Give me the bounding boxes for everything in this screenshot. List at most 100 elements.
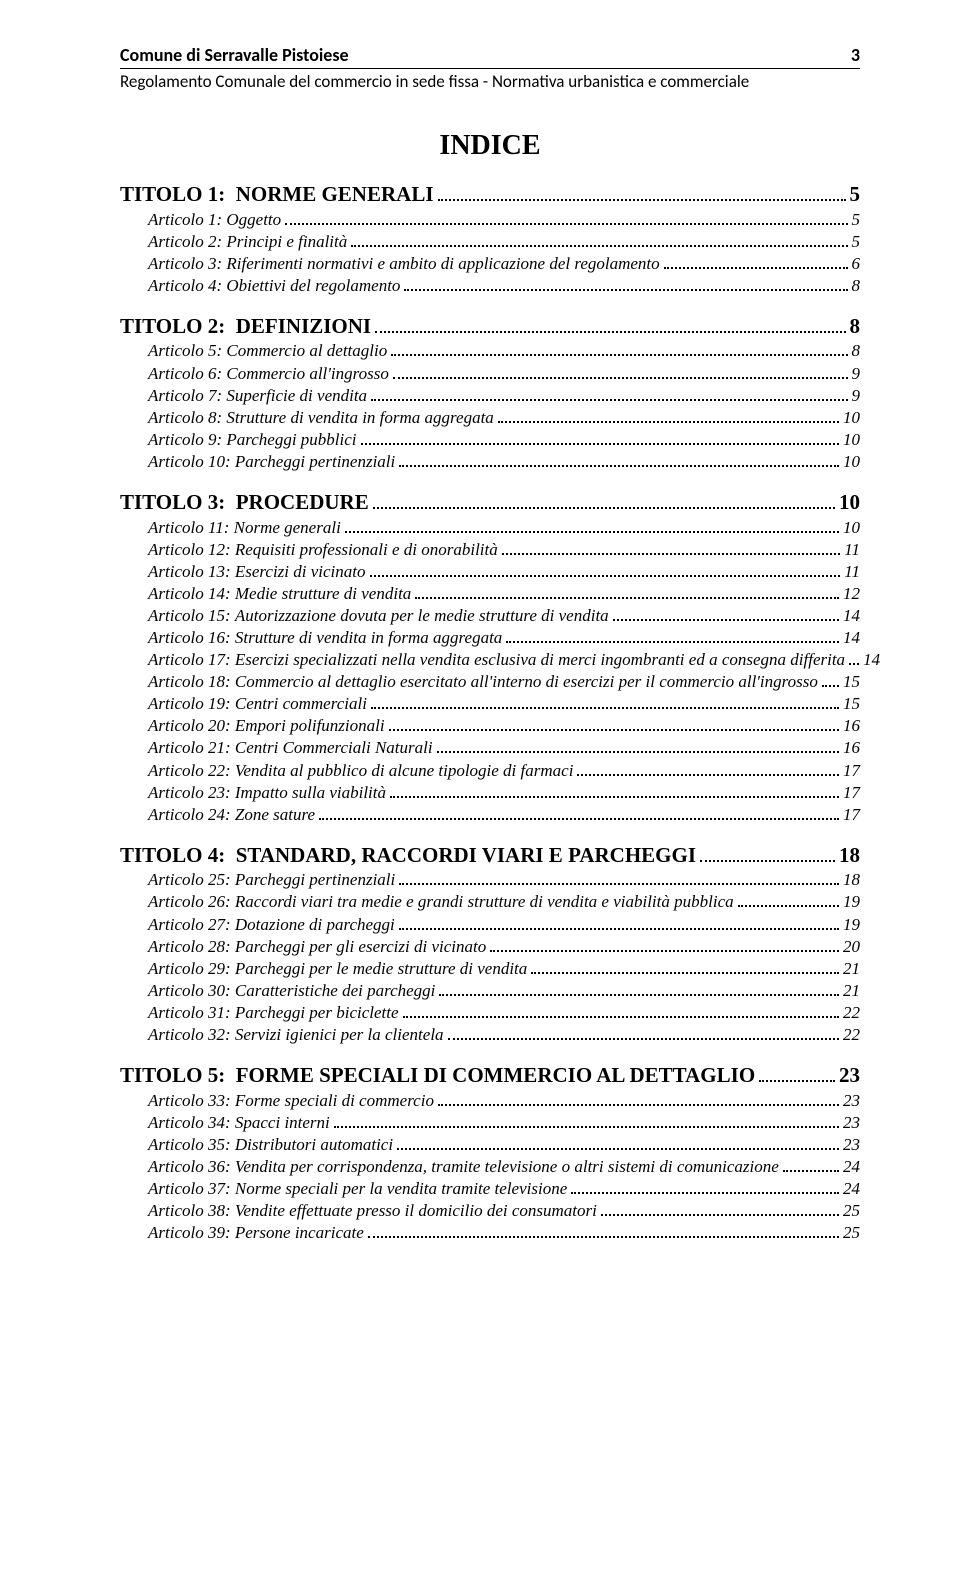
toc-leader [439,980,839,996]
toc-leader [368,1223,839,1239]
toc-entry-label: Articolo 24: Zone sature [148,805,315,825]
toc-entry: Articolo 16: Strutture di vendita in for… [120,627,860,648]
toc-entry-page: 23 [843,1091,860,1111]
page-title: INDICE [120,130,860,162]
header-page-number: 3 [851,44,860,66]
toc-leader [437,738,839,754]
toc-entry-label: Articolo 3: Riferimenti normativi e ambi… [148,254,660,274]
toc-entry-page: 10 [843,518,860,538]
toc-entry-page: 21 [843,981,860,1001]
toc-entry: Articolo 34: Spacci interni23 [120,1112,860,1133]
toc-entry: Articolo 19: Centri commerciali15 [120,694,860,715]
toc-section-label: TITOLO 3: PROCEDURE [120,490,369,515]
toc-section-head: TITOLO 4: STANDARD, RACCORDI VIARI E PAR… [120,843,860,868]
toc-entry: Articolo 22: Vendita al pubblico di alcu… [120,760,860,781]
toc-entry: Articolo 24: Zone sature17 [120,804,860,825]
toc-entry: Articolo 27: Dotazione di parcheggi19 [120,914,860,935]
toc-leader [390,782,839,798]
toc-entry-label: Articolo 25: Parcheggi pertinenziali [148,870,395,890]
toc-entry-label: Articolo 30: Caratteristiche dei parcheg… [148,981,435,1001]
toc-entry-label: Articolo 32: Servizi igienici per la cli… [148,1025,444,1045]
toc-entry: Articolo 29: Parcheggi per le medie stru… [120,958,860,979]
toc-entry: Articolo 21: Centri Commerciali Naturali… [120,738,860,759]
toc-entry-label: Articolo 2: Principi e finalità [148,232,347,252]
toc-entry-page: 10 [843,430,860,450]
toc-entry: Articolo 4: Obiettivi del regolamento 8 [120,275,860,296]
toc-section-head: TITOLO 3: PROCEDURE10 [120,490,860,515]
toc-section-label: TITOLO 1: NORME GENERALI [120,182,434,207]
toc-entry-page: 19 [843,915,860,935]
toc-entry: Articolo 33: Forme speciali di commercio… [120,1090,860,1111]
toc-leader [389,716,839,732]
toc-entry-label: Articolo 23: Impatto sulla viabilità [148,783,386,803]
toc-entry: Articolo 6: Commercio all'ingrosso 9 [120,363,860,384]
toc-entry-page: 24 [843,1157,860,1177]
toc-entry-label: Articolo 5: Commercio al dettaglio [148,341,387,361]
toc-entry-page: 25 [843,1223,860,1243]
toc-entry: Articolo 30: Caratteristiche dei parcheg… [120,980,860,1001]
toc-leader [531,958,839,974]
toc-entry-label: Articolo 13: Esercizi di vicinato [148,562,366,582]
toc-entry-page: 24 [843,1179,860,1199]
toc-leader [371,385,847,401]
toc-section-label: TITOLO 4: STANDARD, RACCORDI VIARI E PAR… [120,843,696,868]
toc-entry: Articolo 28: Parcheggi per gli esercizi … [120,936,860,957]
toc-entry: Articolo 14: Medie strutture di vendita1… [120,583,860,604]
toc-section-page: 5 [850,182,861,207]
toc-entry: Articolo 13: Esercizi di vicinato 11 [120,561,860,582]
toc-entry: Articolo 17: Esercizi specializzati nell… [120,650,860,671]
toc-entry-page: 5 [852,232,861,252]
toc-leader [438,182,846,201]
toc-entry-label: Articolo 16: Strutture di vendita in for… [148,628,502,648]
toc-leader [448,1024,839,1040]
toc-entry-page: 6 [852,254,861,274]
toc-entry-page: 10 [843,408,860,428]
toc-entry-label: Articolo 20: Empori polifunzionali [148,716,385,736]
toc-section-label: TITOLO 2: DEFINIZIONI [120,314,371,339]
toc-entry-page: 23 [843,1113,860,1133]
toc-leader [403,1002,839,1018]
toc-entry-label: Articolo 10: Parcheggi pertinenziali [148,452,395,472]
toc-entry: Articolo 35: Distributori automatici23 [120,1134,860,1155]
toc-leader [571,1178,839,1194]
toc-leader [783,1156,839,1172]
toc-entry-page: 21 [843,959,860,979]
toc-leader [371,694,839,710]
toc-entry-page: 23 [843,1135,860,1155]
toc-leader [351,231,847,247]
header-rule [120,68,860,69]
toc-entry: Articolo 25: Parcheggi pertinenziali 18 [120,870,860,891]
toc-entry-page: 11 [844,562,860,582]
toc-leader [334,1112,839,1128]
toc-entry-label: Articolo 6: Commercio all'ingrosso [148,364,389,384]
toc-entry: Articolo 7: Superficie di vendita9 [120,385,860,406]
toc-entry: Articolo 11: Norme generali10 [120,517,860,538]
header-org: Comune di Serravalle Pistoiese [120,44,349,66]
toc-leader [506,627,839,643]
toc-entry-label: Articolo 39: Persone incaricate [148,1223,364,1243]
toc-entry-page: 16 [843,716,860,736]
toc-entry-page: 11 [844,540,860,560]
toc-entry-page: 18 [843,870,860,890]
toc-leader [373,490,835,509]
toc-entry-label: Articolo 14: Medie strutture di vendita [148,584,411,604]
toc-entry-page: 17 [843,761,860,781]
toc-section-head: TITOLO 2: DEFINIZIONI 8 [120,314,860,339]
toc-entry-page: 10 [843,452,860,472]
toc-entry-label: Articolo 7: Superficie di vendita [148,386,367,406]
toc-entry-label: Articolo 17: Esercizi specializzati nell… [148,650,845,670]
toc-entry-page: 9 [852,364,861,384]
toc-entry-label: Articolo 15: Autorizzazione dovuta per l… [148,606,609,626]
toc-leader [397,1134,839,1150]
toc-leader [700,843,835,862]
toc-leader [404,275,847,291]
toc-entry-label: Articolo 19: Centri commerciali [148,694,367,714]
toc-entry-label: Articolo 4: Obiettivi del regolamento [148,276,400,296]
toc-leader [849,650,859,666]
toc-leader [370,561,841,577]
toc-leader [759,1063,835,1082]
toc-section-page: 8 [850,314,861,339]
toc-entry: Articolo 23: Impatto sulla viabilità17 [120,782,860,803]
toc-entry-page: 8 [852,276,861,296]
toc-entry-label: Articolo 12: Requisiti professionali e d… [148,540,498,560]
